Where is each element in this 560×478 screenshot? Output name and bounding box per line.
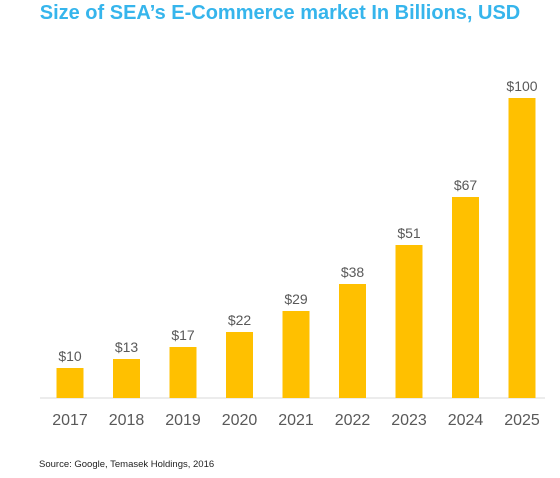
x-tick-label-2023: 2023 (391, 412, 427, 429)
data-label-2023: $51 (397, 225, 421, 241)
bar-2017 (56, 368, 84, 398)
x-tick-label-2018: 2018 (109, 412, 145, 429)
x-tick-label-2020: 2020 (222, 412, 258, 429)
data-label-2018: $13 (115, 339, 139, 355)
data-label-2020: $22 (228, 312, 252, 328)
chart-title: Size of SEA’s E-Commerce market In Billi… (39, 2, 521, 24)
data-label-2025: $100 (506, 78, 537, 94)
data-label-2019: $17 (171, 327, 195, 343)
bar-2018 (113, 359, 140, 398)
x-tick-label-2025: 2025 (504, 412, 540, 429)
bar-2023 (395, 245, 423, 398)
bar-2025 (508, 98, 536, 398)
bar-2020 (226, 332, 253, 398)
data-labels-group: $10 $13 $17 $22 $29 $38 $51 $67 $100 (58, 78, 537, 364)
source-note: Source: Google, Temasek Holdings, 2016 (39, 459, 215, 470)
bar-2022 (339, 284, 366, 398)
data-label-2017: $10 (58, 348, 82, 364)
bar-2021 (282, 311, 310, 398)
data-label-2024: $67 (454, 177, 478, 193)
bars-group (56, 98, 536, 398)
x-tick-label-2024: 2024 (448, 412, 484, 429)
x-tick-label-2022: 2022 (335, 412, 371, 429)
bar-2019 (169, 347, 197, 398)
bar-2024 (452, 197, 479, 398)
x-tick-label-2021: 2021 (278, 412, 314, 429)
x-tick-labels-group: 2017 2018 2019 2020 2021 2022 2023 2024 2025 (52, 412, 540, 429)
x-tick-label-2019: 2019 (165, 412, 201, 429)
x-tick-label-2017: 2017 (52, 412, 88, 429)
data-label-2021: $29 (284, 291, 308, 307)
data-label-2022: $38 (341, 264, 365, 280)
